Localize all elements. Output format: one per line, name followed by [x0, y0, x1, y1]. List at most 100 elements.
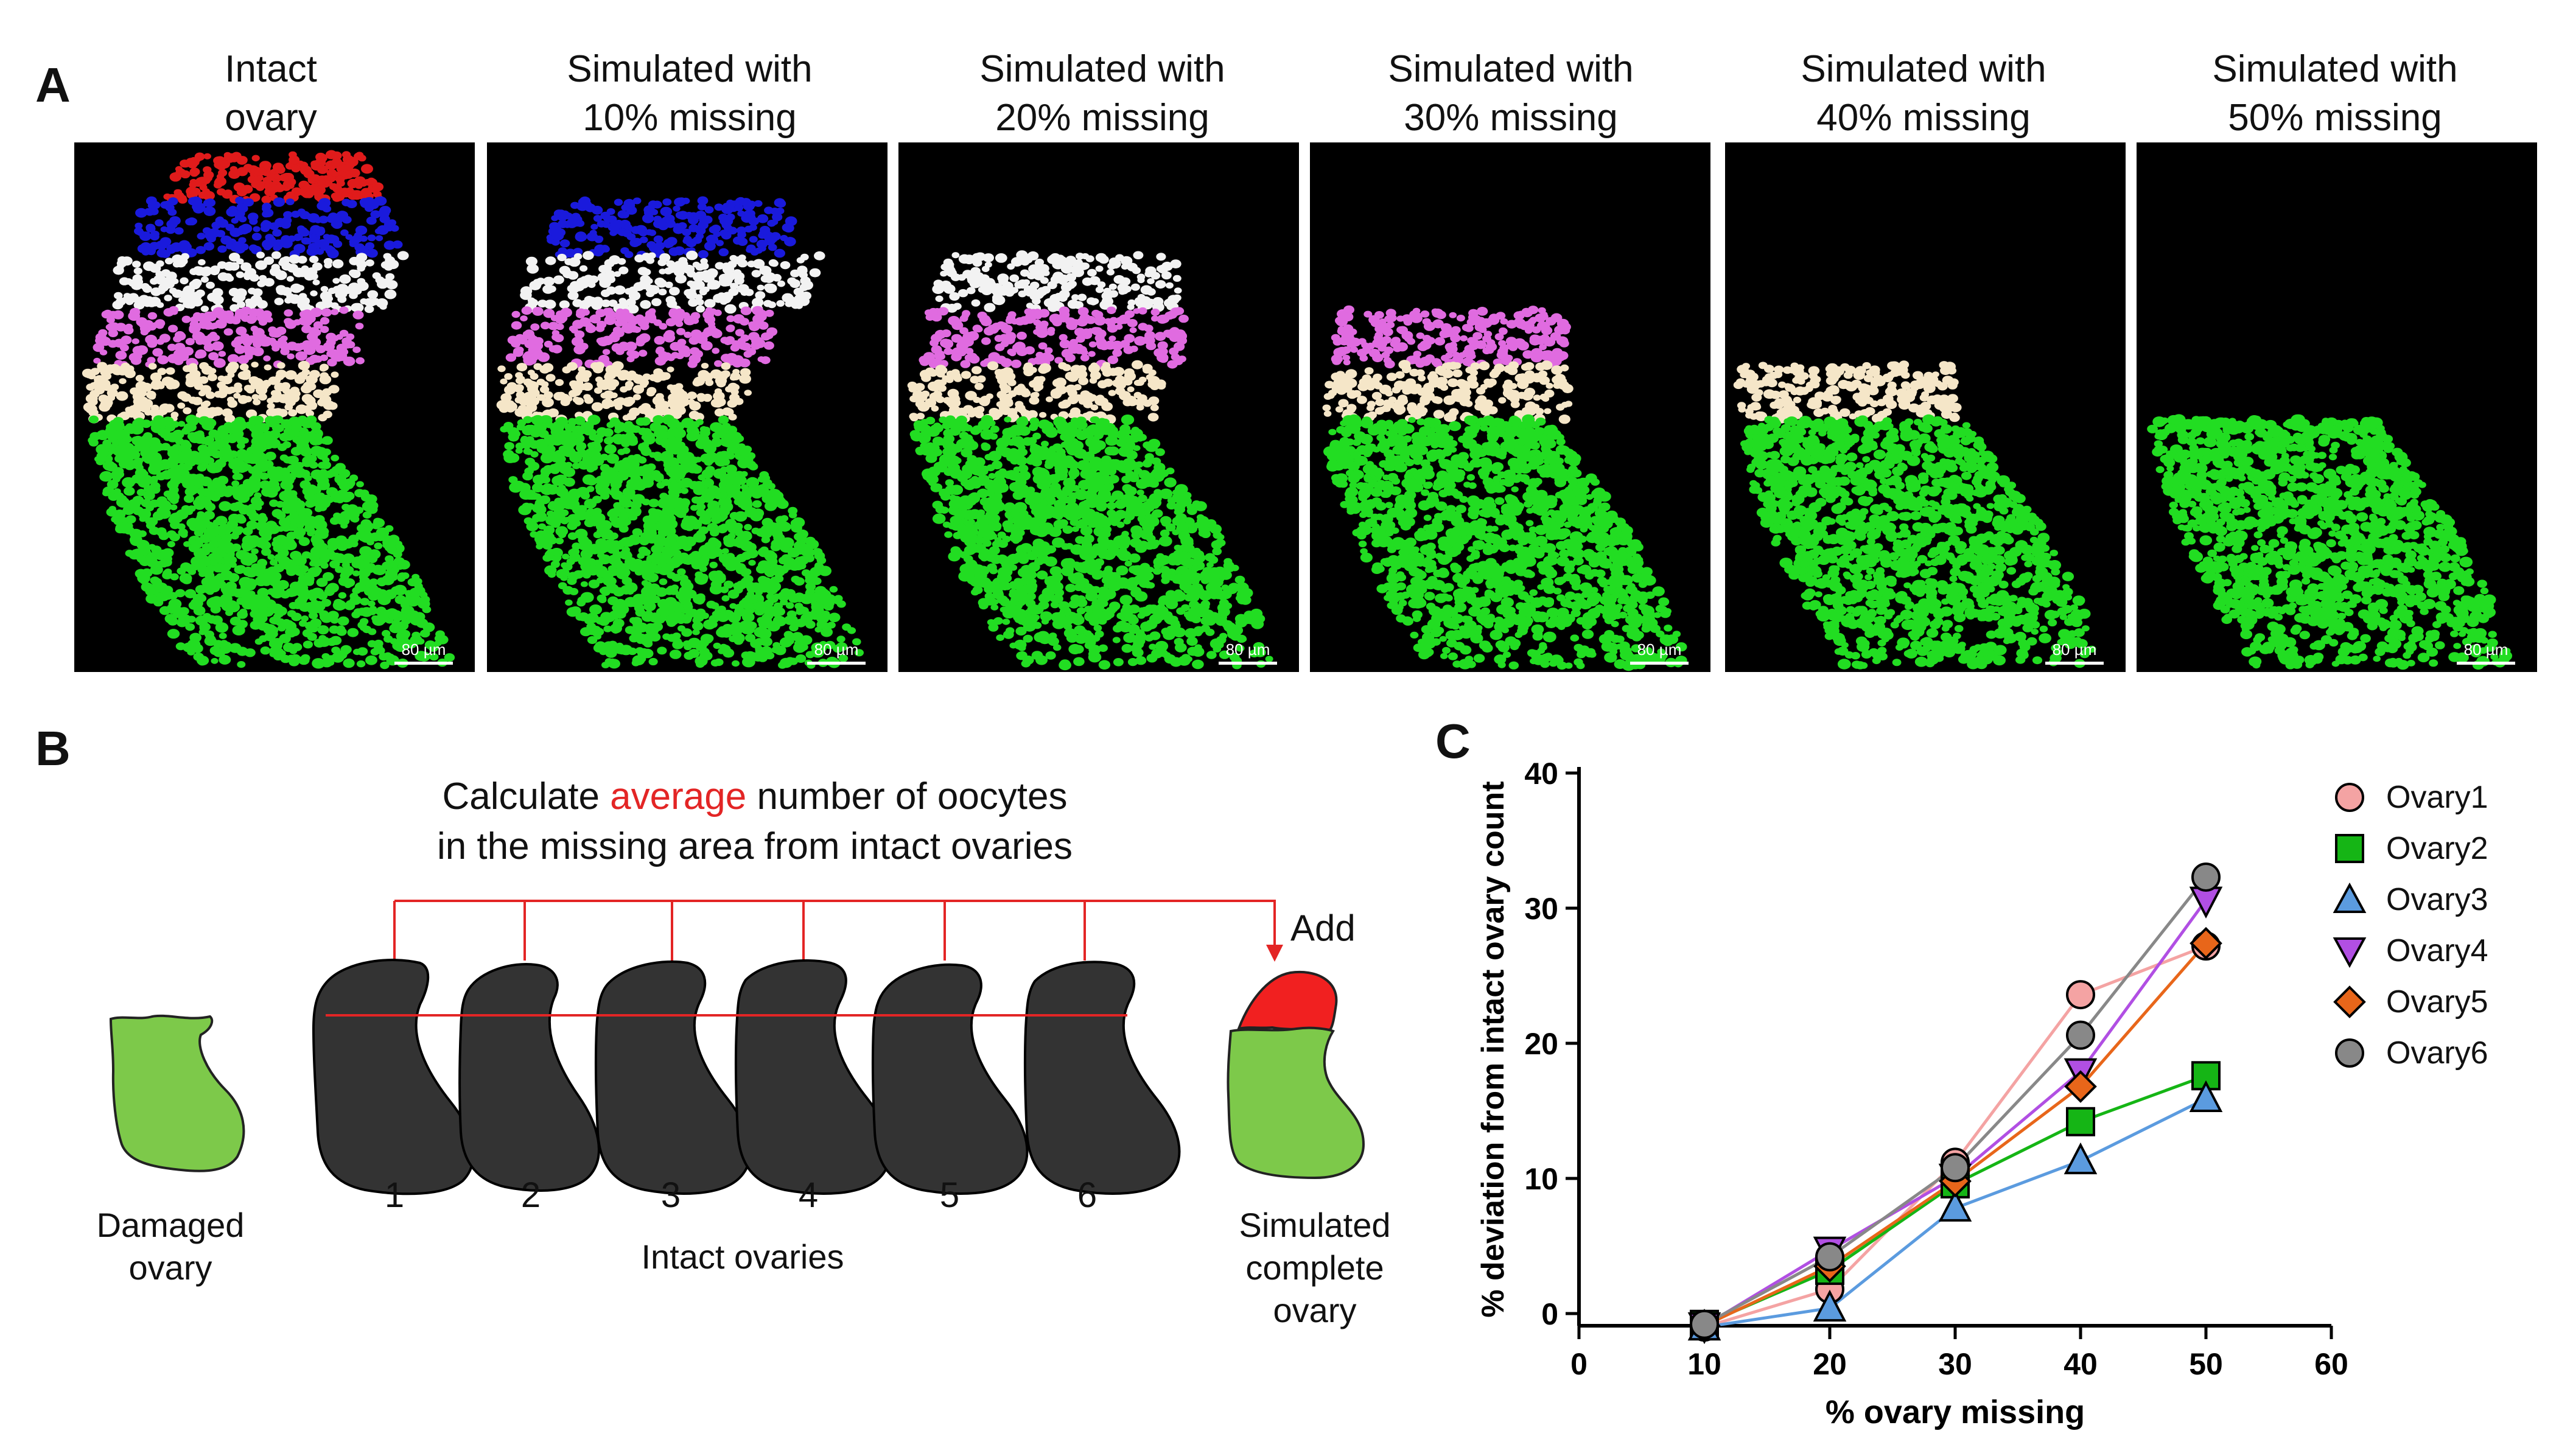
- scan-title-line1: Simulated with: [1801, 48, 2046, 90]
- legend-label: Ovary4: [2386, 933, 2488, 968]
- scale-bar-line: [1219, 662, 1277, 665]
- intact-ovary-4: [734, 959, 892, 1195]
- simulated-added-part: [1236, 970, 1338, 1032]
- legend-marker: [2335, 834, 2364, 863]
- damaged-line1: Damaged: [96, 1206, 245, 1244]
- ovary-scan-1: 80 µm: [487, 142, 887, 672]
- legend-label: Ovary5: [2386, 984, 2488, 1020]
- damaged-ovary-shape: [109, 1014, 245, 1172]
- data-point-ovary5: [2190, 926, 2222, 960]
- oocyte-dot-cloud: [907, 250, 1273, 671]
- scan-title-line1: Simulated with: [567, 48, 813, 90]
- scan-title-4: Simulated with 40% missing: [1729, 45, 2118, 142]
- y-axis-label: % deviation from intact ovary count: [1476, 781, 1511, 1317]
- scale-bar: 80 µm: [1630, 640, 1689, 665]
- x-tick-label: 20: [1813, 1347, 1847, 1381]
- intact-ovaries: [312, 959, 1181, 1195]
- bracket-lines: [393, 900, 1276, 961]
- intact-ovary-1: [312, 959, 475, 1195]
- scale-bar: 80 µm: [1219, 640, 1277, 665]
- y-tick-label: 20: [1524, 1027, 1558, 1061]
- deviation-chart: 0 10 20 30 40 0 10 20 30 40 50 60 % ovary missing % d…: [1476, 757, 2348, 1430]
- scan-title-line2: 30% missing: [1404, 97, 1618, 139]
- y-tick-label: 40: [1524, 757, 1558, 791]
- scan-title-line1: Simulated with: [1388, 48, 1634, 90]
- add-arrow-head: [1266, 945, 1283, 962]
- scan-title-line2: 10% missing: [583, 97, 797, 139]
- intact-ovaries-label: Intact ovaries: [641, 1237, 844, 1276]
- scale-bar-label: 80 µm: [2052, 640, 2097, 659]
- legend-label: Ovary2: [2386, 831, 2488, 866]
- data-point-ovary3: [1813, 1289, 1847, 1322]
- scale-bar: 80 µm: [2457, 640, 2515, 665]
- panel-a-letter: A: [35, 58, 71, 112]
- scan-title-line1: Simulated with: [979, 48, 1225, 90]
- panel-b-heading: Calculate average number of oocytes in t…: [304, 772, 1205, 872]
- scan-title-3: Simulated with 30% missing: [1316, 45, 1706, 142]
- data-point-ovary6: [2191, 862, 2221, 892]
- simulated-ovary-label: Simulated complete ovary: [1205, 1204, 1424, 1332]
- scale-bar-label: 80 µm: [2463, 640, 2508, 659]
- x-axis-label: % ovary missing: [1826, 1394, 2085, 1430]
- legend-item-ovary6: Ovary6: [2331, 1032, 2488, 1074]
- heading-line2: in the missing area from intact ovaries: [436, 825, 1073, 867]
- panel-b-diagram: [109, 900, 1365, 1195]
- panel-c-letter: C: [1435, 714, 1471, 768]
- legend-item-ovary2: Ovary2: [2331, 827, 2488, 870]
- legend-marker: [2335, 1038, 2364, 1068]
- legend-item-ovary3: Ovary3: [2331, 878, 2488, 921]
- legend-marker: [2333, 985, 2366, 1018]
- legend-label: Ovary6: [2386, 1035, 2488, 1071]
- data-point-ovary6: [2066, 1020, 2095, 1050]
- intact-ovary-6: [1023, 961, 1181, 1195]
- scan-title-line2: 40% missing: [1816, 97, 2031, 139]
- intact-number-3: 3: [660, 1175, 681, 1215]
- legend-label: Ovary1: [2386, 780, 2488, 815]
- scale-bar-label: 80 µm: [1225, 640, 1270, 659]
- scale-bar-label: 80 µm: [401, 640, 446, 659]
- data-point-ovary3: [2189, 1080, 2223, 1113]
- ovary-scan-2: 80 µm: [898, 142, 1299, 672]
- legend-label: Ovary3: [2386, 882, 2488, 917]
- scan-title-line1: Simulated with: [2212, 48, 2458, 90]
- data-point-ovary2: [2066, 1107, 2095, 1136]
- simulated-line1: Simulated: [1239, 1206, 1391, 1244]
- oocyte-dot-cloud: [496, 196, 864, 669]
- intact-number-4: 4: [798, 1175, 819, 1215]
- y-tick-label: 30: [1524, 892, 1558, 926]
- x-tick-label: 30: [1938, 1347, 1972, 1381]
- data-point-ovary3: [1938, 1189, 1972, 1222]
- oocyte-dot-cloud: [1322, 305, 1687, 671]
- scale-bar-line: [2457, 662, 2515, 665]
- data-point-ovary3: [2064, 1142, 2098, 1175]
- scale-bar-line: [807, 662, 866, 665]
- x-tick-label: 40: [2064, 1347, 2098, 1381]
- damaged-ovary-label: Damaged ovary: [79, 1204, 262, 1289]
- ovary-scan-0: 80 µm: [74, 142, 475, 672]
- legend-item-ovary4: Ovary4: [2331, 929, 2488, 972]
- data-point-ovary5: [2064, 1070, 2097, 1103]
- ovary-scan-3: 80 µm: [1310, 142, 1710, 672]
- legend-marker: [2333, 937, 2367, 968]
- scale-bar-line: [1630, 662, 1689, 665]
- scan-title-line2: 50% missing: [2228, 97, 2442, 139]
- scale-bar-line: [2045, 662, 2104, 665]
- scan-title-2: Simulated with 20% missing: [908, 45, 1297, 142]
- intact-ovary-2: [458, 963, 600, 1192]
- heading-pre: Calculate: [442, 775, 611, 817]
- y-tick-label: 10: [1524, 1162, 1558, 1196]
- scale-bar-line: [394, 662, 453, 665]
- panel-b-letter: B: [35, 721, 71, 775]
- legend-item-ovary5: Ovary5: [2331, 981, 2488, 1023]
- damaged-line2: ovary: [128, 1248, 212, 1287]
- scan-title-5: Simulated with 50% missing: [2140, 45, 2530, 142]
- intact-number-2: 2: [520, 1175, 541, 1215]
- data-point-ovary6: [1690, 1309, 1719, 1339]
- simulated-green-part: [1227, 1026, 1365, 1180]
- oocyte-dot-cloud: [1733, 360, 2096, 670]
- ovary-scan-4: 80 µm: [1725, 142, 2126, 672]
- ovary-scan-5: 80 µm: [2137, 142, 2537, 672]
- legend-marker: [2335, 783, 2364, 812]
- intact-number-1: 1: [384, 1175, 405, 1215]
- heading-post: number of oocytes: [746, 775, 1068, 817]
